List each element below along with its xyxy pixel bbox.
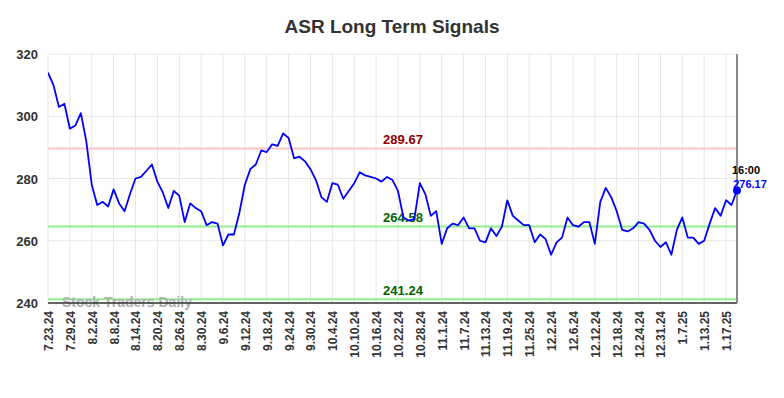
x-grid-line [288, 54, 289, 303]
x-grid-line [682, 54, 683, 303]
x-grid-line [485, 54, 486, 303]
x-grid-line [222, 54, 223, 303]
x-tick-label: 1.7.25 [676, 311, 690, 345]
last-value-label: 276.17 [733, 178, 767, 190]
x-tick-label: 12.31.24 [654, 311, 668, 358]
x-grid-line [551, 54, 552, 303]
x-tick-label: 8.8.24 [108, 311, 122, 345]
x-grid-line [726, 54, 727, 303]
x-tick-label: 11.1.24 [436, 311, 450, 351]
grid [48, 54, 737, 303]
x-grid-line [463, 54, 464, 303]
x-grid-line [704, 54, 705, 303]
x-grid-line [113, 54, 114, 303]
y-grid-line [48, 240, 737, 241]
x-grid-line [660, 54, 661, 303]
x-tick-label: 11.19.24 [501, 311, 515, 357]
y-tick-label: 260 [16, 234, 38, 249]
y-tick-label: 240 [16, 296, 38, 311]
x-grid-line [572, 54, 573, 303]
x-grid-line [266, 54, 267, 303]
x-grid-line [529, 54, 530, 303]
x-tick-label: 9.12.24 [239, 311, 253, 351]
x-tick-label: 10.16.24 [370, 311, 384, 358]
plot-area [48, 73, 737, 255]
x-grid-line [507, 54, 508, 303]
reference-label: 289.67 [383, 132, 423, 147]
x-tick-label: 8.30.24 [195, 311, 209, 351]
chart: ASR Long Term Signals 240 260 280 300 320 7.23… [0, 0, 784, 398]
x-grid-line [441, 54, 442, 303]
x-tick-label: 10.22.24 [392, 311, 406, 358]
x-axis-line [48, 302, 737, 304]
y-grid-line [48, 178, 737, 179]
x-grid-line [616, 54, 617, 303]
x-tick-label: 9.18.24 [261, 311, 275, 351]
time-annotation: 16:00 [732, 164, 760, 176]
x-tick-label: 1.17.25 [720, 311, 734, 351]
x-grid-line [638, 54, 639, 303]
x-tick-label: 12.18.24 [611, 311, 625, 358]
x-grid-line [244, 54, 245, 303]
x-tick-label: 11.25.24 [523, 311, 537, 357]
x-grid-line [354, 54, 355, 303]
y-grid-line [48, 54, 737, 55]
x-tick-label: 9.30.24 [304, 311, 318, 351]
reference-line [48, 147, 737, 149]
x-grid-line [332, 54, 333, 303]
x-grid-line [201, 54, 202, 303]
x-tick-label: 11.7.24 [458, 311, 472, 351]
x-tick-label: 8.26.24 [173, 311, 187, 351]
x-tick-label: 9.6.24 [217, 311, 231, 345]
x-tick-label: 12.6.24 [567, 311, 581, 351]
y-grid-line [48, 303, 737, 304]
x-tick-label: 7.29.24 [64, 311, 78, 351]
x-tick-label: 8.20.24 [151, 311, 165, 351]
x-tick-label: 12.12.24 [589, 311, 603, 358]
x-tick-label: 1.13.25 [698, 311, 712, 351]
y-tick-label: 320 [16, 47, 38, 62]
x-tick-label: 11.13.24 [479, 311, 493, 357]
x-tick-label: 8.2.24 [86, 311, 100, 345]
x-grid-line [179, 54, 180, 303]
x-tick-label: 12.24.24 [633, 311, 647, 358]
watermark: Stock Traders Daily [62, 294, 192, 310]
x-grid-line [310, 54, 311, 303]
x-grid-line [397, 54, 398, 303]
x-tick-label: 7.23.24 [42, 311, 56, 351]
x-grid-line [594, 54, 595, 303]
x-tick-label: 12.2.24 [545, 311, 559, 351]
price-line [48, 73, 737, 255]
reference-lines [48, 148, 737, 299]
title: ASR Long Term Signals [284, 16, 499, 37]
x-tick-label: 10.4.24 [326, 311, 340, 351]
x-tick-label: 10.10.24 [348, 311, 362, 358]
x-grid-line [419, 54, 420, 303]
x-grid-line [48, 54, 49, 303]
x-grid-line [69, 54, 70, 303]
x-tick-label: 9.24.24 [283, 311, 297, 351]
x-tick-label: 10.28.24 [414, 311, 428, 358]
y-tick-label: 300 [16, 109, 38, 124]
y-tick-label: 280 [16, 172, 38, 187]
x-tick-label: 8.14.24 [129, 311, 143, 351]
y-grid-line [48, 116, 737, 117]
reference-label: 241.24 [383, 283, 424, 298]
